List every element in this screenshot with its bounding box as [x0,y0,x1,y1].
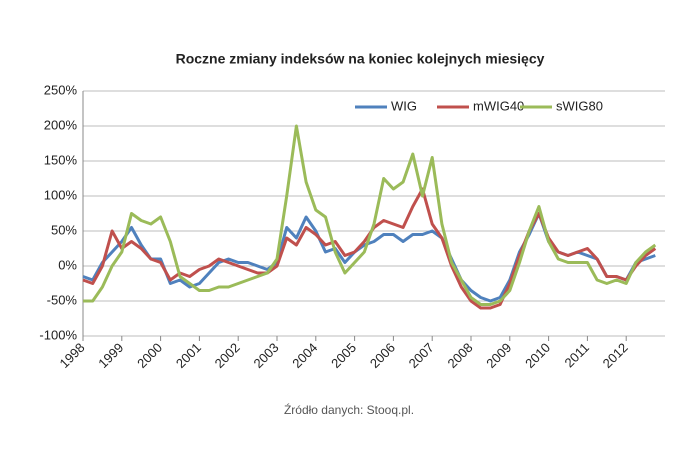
legend-label: WIG [391,98,417,113]
chart-title: Roczne zmiany indeksów na koniec kolejny… [176,51,545,67]
y-tick-label: -50% [47,292,78,307]
y-tick-label: 150% [44,152,78,167]
legend-label: sWIG80 [556,98,603,113]
source-note: Źródło danych: Stooq.pl. [284,402,414,417]
y-tick-label: 0% [58,257,77,272]
series-line [83,124,657,306]
y-tick-label: 200% [44,117,78,132]
y-tick-label: 100% [44,187,78,202]
legend-label: mWIG40 [473,98,524,113]
y-tick-label: 50% [51,222,77,237]
y-tick-label: 250% [44,82,78,97]
y-tick-label: -100% [39,327,77,342]
